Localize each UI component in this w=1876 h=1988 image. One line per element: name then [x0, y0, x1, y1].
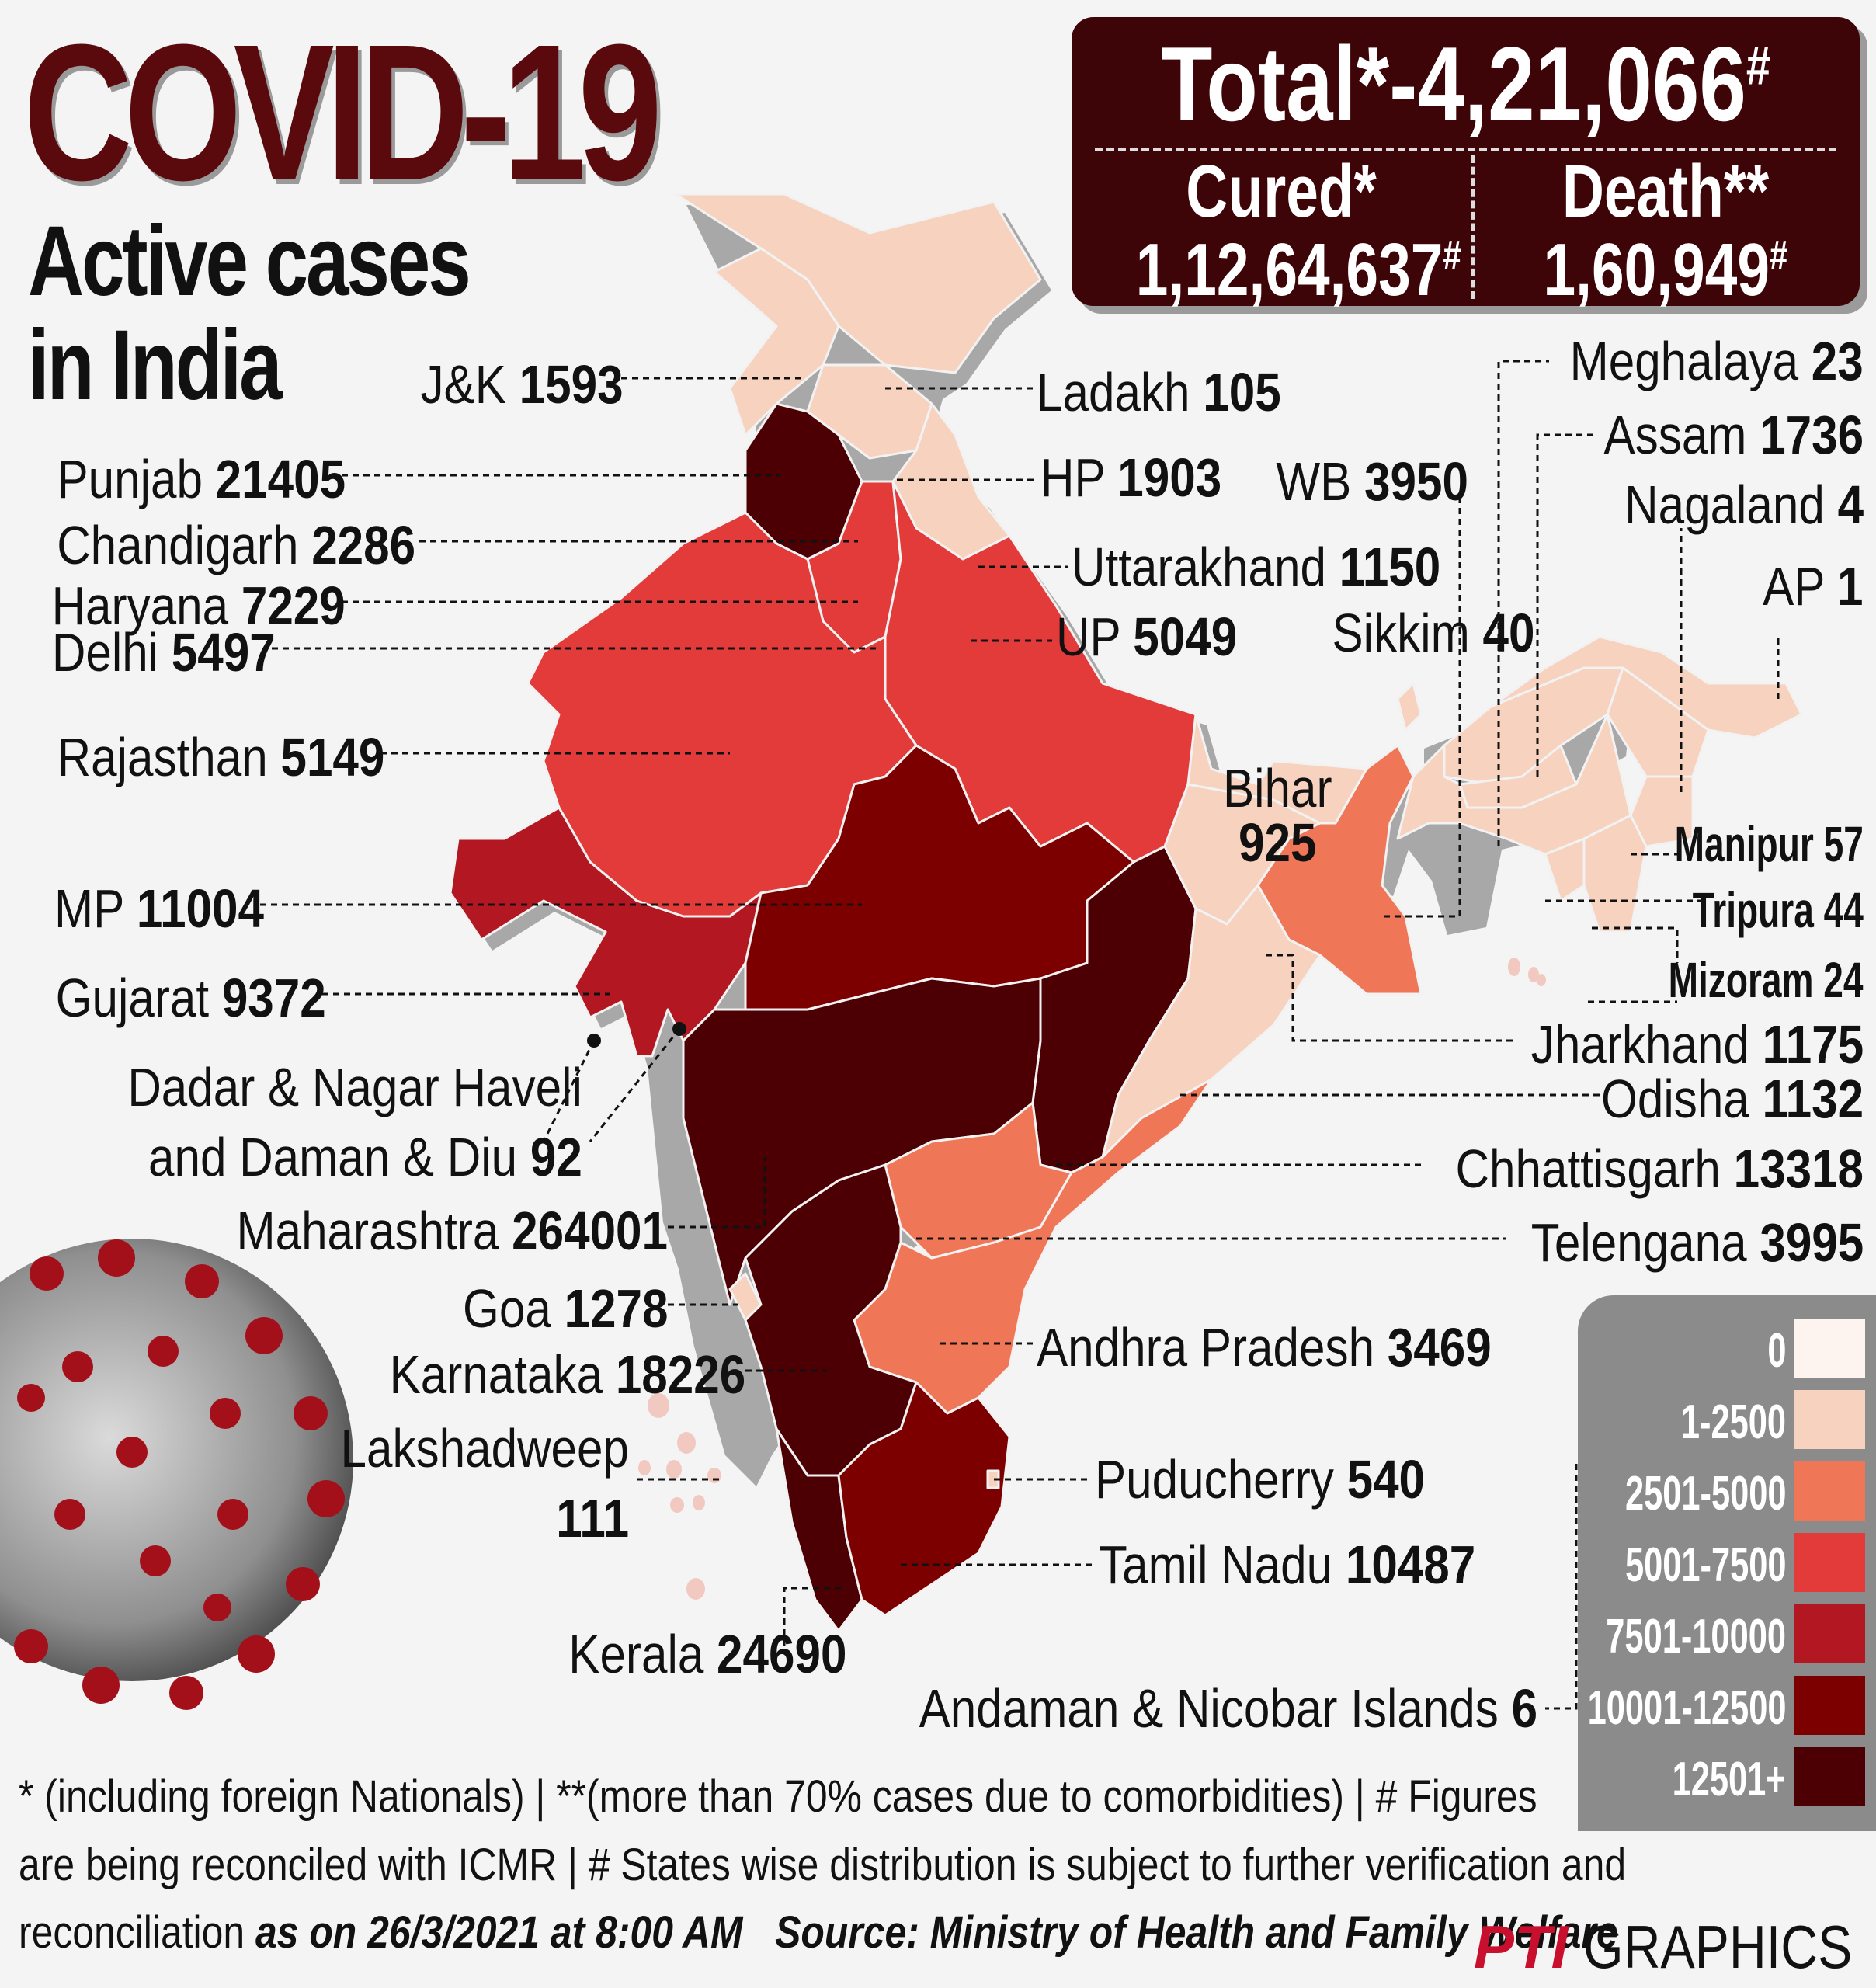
label-punjab: Punjab 21405	[57, 449, 346, 509]
label-haryana: Haryana 7229	[51, 575, 346, 636]
label-sikkim: Sikkim 40	[1332, 603, 1534, 663]
label-odisha: Odisha 1132	[1600, 1069, 1864, 1129]
label-karnataka: Karnataka 18226	[389, 1344, 745, 1405]
label-jharkhand: Jharkhand 1175	[1530, 1014, 1864, 1075]
label-tamilnadu: Tamil Nadu 10487	[1099, 1534, 1476, 1595]
map-wb	[1256, 744, 1423, 996]
label-nagaland: Nagaland 4	[1624, 474, 1864, 535]
label-uttarakhand: Uttarakhand 1150	[1072, 537, 1441, 597]
map-tamilnadu	[837, 1381, 1011, 1617]
virus-icon	[0, 1239, 353, 1710]
divider	[1095, 148, 1836, 151]
pti-logo-icon: PTI	[1474, 1913, 1569, 1981]
legend-swatch	[1794, 1604, 1865, 1663]
label-mizoram: Mizoram 24	[1669, 952, 1864, 1008]
label-ladakh: Ladakh 105	[1037, 362, 1281, 422]
map-manipur	[1629, 775, 1694, 848]
label-andaman: Andaman & Nicobar Islands 6	[919, 1678, 1537, 1739]
total-cases: Total*-4,21,066#	[1160, 25, 1771, 143]
label-ap: AP 1	[1763, 556, 1864, 617]
death-stat: Death** 1,60,949#	[1543, 150, 1788, 311]
map-ne-link	[1396, 713, 1632, 856]
label-lakshadweep: Lakshadweep	[340, 1418, 629, 1479]
footnote-line3: reconciliation as on 26/3/2021 at 8:00 A…	[19, 1907, 1618, 1958]
label-mp: MP 11004	[54, 878, 264, 939]
legend-swatch	[1794, 1747, 1865, 1806]
label-jk: J&K 1593	[420, 354, 624, 415]
label-manipur: Manipur 57	[1674, 816, 1864, 872]
label-andhra: Andhra Pradesh 3469	[1037, 1317, 1492, 1378]
label-telengana: Telengana 3995	[1530, 1212, 1864, 1273]
label-maharashtra: Maharashtra 264001	[236, 1201, 668, 1261]
label-lakshadweep-value: 111	[556, 1488, 629, 1548]
totals-panel: Total*-4,21,066# Cured* 1,12,64,637# Dea…	[1072, 17, 1860, 309]
label-bihar: Bihar	[1223, 758, 1332, 818]
label-tripura: Tripura 44	[1692, 882, 1864, 938]
label-chhattisgarh: Chhattisgarh 13318	[1455, 1138, 1864, 1199]
map-jk	[713, 247, 840, 436]
label-chandigarh: Chandigarh 2286	[57, 515, 415, 575]
legend: 0 1-2500 2501-5000 5001-7500 7501-10000 …	[1578, 1295, 1876, 1831]
legend-swatch	[1794, 1533, 1865, 1592]
map-gujarat	[449, 806, 763, 1058]
page-subtitle: Active cases in India	[28, 206, 471, 422]
label-daman: and Daman & Diu 92	[148, 1127, 582, 1187]
divider	[1471, 155, 1475, 299]
footnote-line2: are being reconciled with ICMR | # State…	[19, 1840, 1627, 1890]
label-puducherry: Puducherry 540	[1095, 1449, 1426, 1510]
legend-item: 1-2500	[1578, 1390, 1876, 1449]
label-hp: HP 1903	[1040, 447, 1222, 508]
map-arunachal	[1489, 635, 1803, 739]
label-assam: Assam 1736	[1603, 405, 1864, 465]
label-goa: Goa 1278	[462, 1278, 668, 1339]
legend-swatch	[1794, 1461, 1865, 1521]
label-bihar-value: 925	[1239, 812, 1317, 873]
legend-swatch	[1794, 1390, 1865, 1449]
legend-swatch	[1794, 1319, 1865, 1378]
legend-item: 12501+	[1578, 1747, 1876, 1806]
cured-stat: Cured* 1,12,64,637#	[1135, 150, 1461, 311]
label-gujarat: Gujarat 9372	[55, 968, 326, 1028]
map-sikkim	[1396, 682, 1423, 732]
label-dnh: Dadar & Nagar Haveli	[127, 1057, 582, 1117]
page-title: COVID-19	[23, 4, 662, 221]
legend-item: 7501-10000	[1578, 1604, 1876, 1663]
label-meghalaya: Meghalaya 23	[1569, 331, 1864, 391]
label-kerala: Kerala 24690	[568, 1624, 846, 1684]
label-up: UP 5049	[1056, 606, 1238, 667]
label-rajasthan: Rajasthan 5149	[57, 727, 384, 787]
label-wb: WB 3950	[1276, 451, 1468, 512]
legend-swatch	[1794, 1676, 1865, 1735]
legend-item: 5001-7500	[1578, 1533, 1876, 1592]
legend-item: 10001-12500	[1578, 1676, 1876, 1735]
pti-graphics-logo: PTI GRAPHICS	[1474, 1913, 1853, 1981]
label-delhi: Delhi 5497	[52, 622, 276, 683]
legend-item: 2501-5000	[1578, 1461, 1876, 1521]
footnote-line1: * (including foreign Nationals) | **(mor…	[19, 1771, 1537, 1822]
legend-item: 0	[1578, 1319, 1876, 1378]
